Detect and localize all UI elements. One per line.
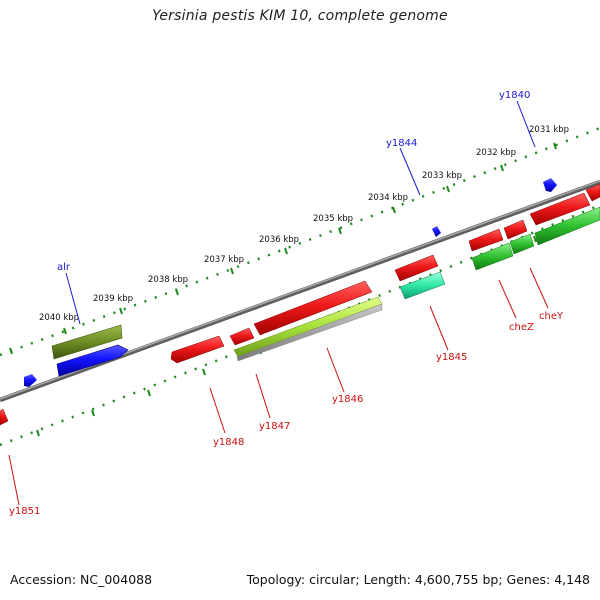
genome-summary-text: Topology: circular; Length: 4,600,755 bp…: [246, 572, 590, 587]
gene-label-y1845: y1845: [436, 352, 467, 363]
kbp-label-2031: 2031 kbp: [529, 125, 569, 135]
kbp-label-2034: 2034 kbp: [368, 193, 408, 203]
outer-major-ticks: [9, 142, 557, 355]
gene-labels: alr y1844 y1840 y1851 y1848 y1847 y1846 …: [9, 90, 564, 517]
kbp-label-2040: 2040 kbp: [39, 313, 79, 323]
gene-label-y1846: y1846: [332, 394, 363, 405]
gene-y1848[interactable]: [170, 335, 225, 364]
kbp-label-2037: 2037 kbp: [204, 255, 244, 265]
gene-y1851[interactable]: [0, 408, 9, 426]
gene-right-green[interactable]: [534, 206, 600, 246]
reverse-strand-genes: [0, 183, 600, 426]
gene-y1847[interactable]: [229, 327, 255, 346]
gene-y1845[interactable]: [394, 254, 446, 300]
genome-backbone: [0, 179, 600, 403]
forward-strand-genes: [24, 178, 557, 387]
kbp-scale-labels: 2031 kbp 2032 kbp 2033 kbp 2034 kbp 2035…: [39, 125, 569, 323]
kbp-label-2036: 2036 kbp: [259, 235, 299, 245]
gene-label-y1840: y1840: [499, 90, 530, 101]
gene-label-y1851: y1851: [9, 506, 40, 517]
small-blue-marker[interactable]: [543, 178, 557, 192]
gene-label-y1847: y1847: [259, 421, 290, 432]
kbp-label-2039: 2039 kbp: [93, 294, 133, 304]
gene-alr[interactable]: [51, 324, 129, 377]
gene-label-cheY: cheY: [539, 311, 564, 322]
kbp-label-2035: 2035 kbp: [313, 214, 353, 224]
gene-right-red[interactable]: [529, 183, 600, 226]
kbp-label-2038: 2038 kbp: [148, 275, 188, 285]
small-blue-marker[interactable]: [24, 374, 37, 387]
leader-lines: [8, 100, 549, 506]
gene-label-alr: alr: [57, 262, 71, 273]
kbp-label-2032: 2032 kbp: [476, 148, 516, 158]
small-blue-marker[interactable]: [432, 226, 441, 237]
gene-cheY[interactable]: [503, 219, 535, 255]
map-title: Yersinia pestis KIM 10, complete genome: [152, 8, 448, 24]
gene-cheZ[interactable]: [468, 228, 514, 271]
accession-text: Accession: NC_004088: [10, 572, 153, 587]
gene-label-y1844: y1844: [386, 138, 417, 149]
kbp-label-2033: 2033 kbp: [422, 171, 462, 181]
gene-label-y1848: y1848: [213, 437, 244, 448]
gene-label-cheZ: cheZ: [509, 322, 534, 333]
gene-y1846[interactable]: [233, 280, 383, 362]
outer-tick-track: [0, 126, 600, 357]
